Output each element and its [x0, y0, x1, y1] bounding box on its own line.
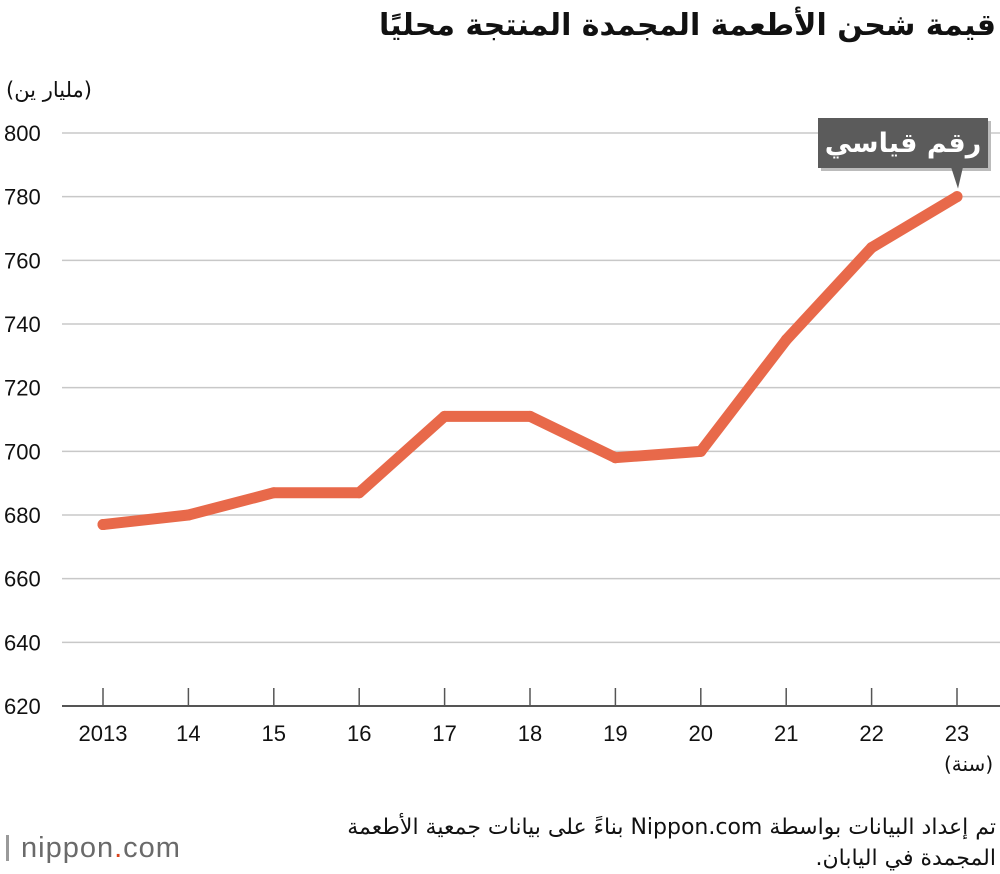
x-axis-label: (سنة): [944, 752, 994, 776]
y-tick-label: 800: [4, 121, 41, 146]
data-point: [695, 445, 707, 457]
series-lines: [97, 191, 963, 531]
series-line: [97, 191, 963, 531]
source-note: تم إعداد البيانات بواسطة Nippon.com بناء…: [347, 815, 996, 871]
y-tick-label: 620: [4, 694, 41, 719]
logo-dot: .: [114, 832, 124, 864]
x-tick-label: 15: [262, 721, 286, 746]
x-tick-label: 21: [774, 721, 798, 746]
logo-name: nippon: [21, 832, 115, 864]
data-point: [182, 509, 194, 521]
x-tick-label: 23: [945, 721, 969, 746]
data-point: [439, 410, 451, 422]
annotation-box: [818, 118, 988, 168]
y-tick-label: 720: [4, 376, 41, 401]
y-tick-label: 760: [4, 248, 41, 273]
x-tick-label: 14: [176, 721, 200, 746]
nippon-logo: nippon.com: [6, 832, 181, 865]
y-tick-label: 680: [4, 503, 41, 528]
y-tick-labels: 800 780 760 740 720 700 680 660 640 620: [4, 121, 41, 719]
gridlines: [62, 132, 1000, 644]
x-axis: 2013 14 15 16 17 18 19 20 21 22 23: [62, 688, 1000, 746]
y-tick-label: 780: [4, 185, 41, 210]
logo-bar-icon: [6, 835, 9, 861]
data-point: [780, 334, 792, 346]
y-tick-label: 740: [4, 312, 41, 337]
logo-suffix: com: [123, 832, 181, 864]
x-tick-label: 19: [603, 721, 627, 746]
y-axis-label: (مليار ين): [6, 78, 92, 102]
x-tick-label: 20: [689, 721, 713, 746]
data-point: [951, 191, 963, 203]
data-point: [268, 487, 280, 499]
y-tick-label: 640: [4, 630, 41, 655]
x-tick-label: 22: [859, 721, 883, 746]
data-point: [524, 410, 536, 422]
x-tick-label: 16: [347, 721, 371, 746]
data-point: [866, 242, 878, 254]
annotation: رقم قياسي: [818, 118, 991, 189]
annotation-pointer: [951, 167, 963, 189]
data-point: [353, 487, 365, 499]
y-tick-label: 700: [4, 439, 41, 464]
x-tick-label: 2013: [79, 721, 128, 746]
annotation-label: رقم قياسي: [825, 128, 982, 159]
x-tick-label: 17: [432, 721, 456, 746]
x-tick-label: 18: [518, 721, 542, 746]
chart-title: قيمة شحن الأطعمة المجمدة المنتجة محليًا: [378, 8, 996, 43]
y-tick-label: 660: [4, 567, 41, 592]
data-point: [97, 519, 109, 531]
data-point: [609, 452, 621, 464]
